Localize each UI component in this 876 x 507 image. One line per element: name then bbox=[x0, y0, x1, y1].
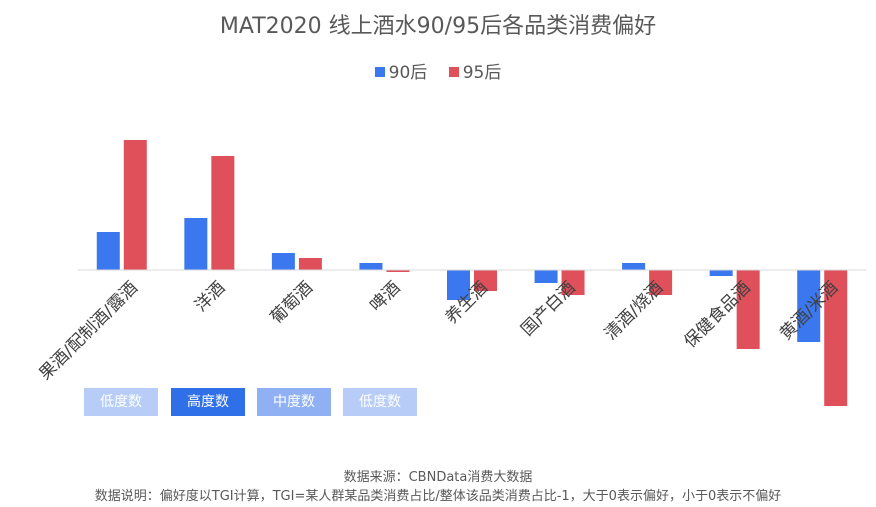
category-label-6: 清酒/烧酒 bbox=[601, 278, 667, 344]
bar-95-7 bbox=[736, 270, 760, 349]
bar-95-8 bbox=[824, 270, 848, 406]
category-label-1: 洋酒 bbox=[191, 278, 229, 316]
bar-90-6 bbox=[622, 263, 646, 270]
legend-label-95: 95后 bbox=[462, 63, 502, 83]
bar-95-5 bbox=[561, 270, 585, 295]
category-label-3: 啤酒 bbox=[366, 278, 404, 316]
bar-90-0 bbox=[96, 232, 120, 270]
data-explanation-note: 数据说明：偏好度以TGI计算，TGI=某人群某品类消费占比/整体该品类消费占比-… bbox=[94, 489, 782, 504]
bar-90-3 bbox=[359, 263, 383, 270]
source-note: 数据来源：CBNData消费大数据 bbox=[343, 470, 533, 485]
bar-90-8 bbox=[797, 270, 821, 342]
degree-tag-2: 高度数 bbox=[171, 388, 245, 416]
category-label-0: 果酒/配制酒/露酒 bbox=[35, 278, 141, 384]
bar-95-2 bbox=[298, 258, 322, 270]
bar-95-4 bbox=[474, 270, 497, 291]
legend-swatch-90 bbox=[374, 67, 385, 77]
legend-swatch-95 bbox=[448, 67, 459, 77]
bar-95-1 bbox=[211, 156, 235, 270]
bar-95-0 bbox=[123, 140, 147, 270]
bar-90-4 bbox=[447, 270, 470, 300]
category-label-2: 葡萄酒 bbox=[267, 278, 317, 328]
category-label-5: 国产白酒 bbox=[517, 278, 579, 340]
chart-title: MAT2020 线上酒水90/95后各品类消费偏好 bbox=[219, 14, 657, 39]
legend: 90后 95后 bbox=[0, 58, 876, 83]
bar-90-2 bbox=[271, 253, 295, 270]
bar-95-6 bbox=[649, 270, 673, 295]
legend-item-90: 90后 bbox=[374, 58, 428, 83]
bar-90-7 bbox=[709, 270, 733, 276]
bar-90-1 bbox=[184, 218, 208, 270]
degree-tag-4: 低度数 bbox=[343, 388, 417, 416]
degree-tag-3: 中度数 bbox=[257, 388, 331, 416]
bar-95-3 bbox=[386, 270, 410, 272]
degree-tag-1: 低度数 bbox=[84, 388, 158, 416]
legend-label-90: 90后 bbox=[388, 63, 428, 83]
legend-item-95: 95后 bbox=[448, 58, 502, 83]
bar-90-5 bbox=[534, 270, 558, 283]
